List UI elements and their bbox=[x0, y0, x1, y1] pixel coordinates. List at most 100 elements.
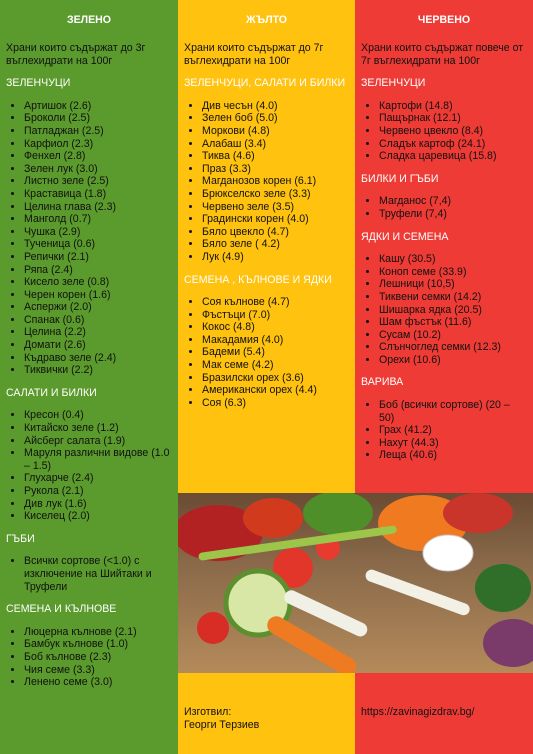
yellow-header: ЖЪЛТО bbox=[245, 14, 288, 26]
red-intro: Храни които съдържат повече от 7г въглех… bbox=[361, 42, 524, 67]
food-list: Кашу (30.5)Коноп семе (33.9)Лешници (10,… bbox=[361, 253, 527, 366]
yellow-sections: ЗЕЛЕНЧУЦИ, САЛАТИ И БИЛКИ Див чесън (4.0)… bbox=[184, 77, 349, 409]
list-item: Ряпа (2.4) bbox=[24, 264, 172, 277]
food-list: Магданос (7,4)Труфели (7,4) bbox=[361, 195, 527, 220]
section-title: СЕМЕНА И КЪЛНОВЕ bbox=[6, 603, 117, 616]
section-title: БИЛКИ И ГЪБИ bbox=[361, 172, 439, 185]
list-item: Броколи (2.5) bbox=[24, 112, 172, 125]
section-title: САЛАТИ И БИЛКИ bbox=[6, 386, 97, 399]
list-item: Алабаш (3.4) bbox=[202, 138, 349, 151]
yellow-intro: Храни които съдържат до 7г въглехидрати … bbox=[184, 42, 324, 67]
green-column: ЗЕЛЕНО Храни които съдържат до 3г въглех… bbox=[0, 0, 178, 754]
list-item: Пащърнак (12.1) bbox=[379, 112, 527, 125]
list-item: Соя (6.3) bbox=[202, 397, 349, 410]
list-item: Моркови (4.8) bbox=[202, 125, 349, 138]
green-intro: Храни които съдържат до 3г въглехидрати … bbox=[6, 42, 146, 67]
list-item: Кресон (0.4) bbox=[24, 409, 172, 422]
list-item: Сладка царевица (15.8) bbox=[379, 150, 527, 163]
list-item: Американски орех (4.4) bbox=[202, 384, 349, 397]
list-item: Бразилски орех (3.6) bbox=[202, 372, 349, 385]
list-item: Китайско зеле (1.2) bbox=[24, 422, 172, 435]
food-list: Кресон (0.4)Китайско зеле (1.2)Айсберг с… bbox=[6, 409, 172, 522]
green-sections: ЗЕЛЕНЧУЦИ Артишок (2.6)Броколи (2.5)Патла… bbox=[6, 77, 172, 689]
food-list: Люцерна кълнове (2.1)Бамбук кълнове (1.0… bbox=[6, 626, 172, 689]
red-header: ЧЕРВЕНО bbox=[417, 14, 471, 26]
food-list: Всички сортове (<1.0) с изключение на Ши… bbox=[6, 555, 172, 593]
list-item: Праз (3.3) bbox=[202, 163, 349, 176]
list-item: Бяло цвекло (4.7) bbox=[202, 226, 349, 239]
list-item: Краставица (1.8) bbox=[24, 188, 172, 201]
list-item: Бадеми (5.4) bbox=[202, 346, 349, 359]
green-header: ЗЕЛЕНО bbox=[66, 14, 112, 26]
list-item: Червено цвекло (8.4) bbox=[379, 125, 527, 138]
list-item: Слънчоглед семки (12.3) bbox=[379, 341, 527, 354]
section-title: ЯДКИ И СЕМЕНА bbox=[361, 230, 449, 243]
list-item: Зелен боб (5.0) bbox=[202, 112, 349, 125]
list-item: Чия семе (3.3) bbox=[24, 664, 172, 677]
vegetables-illustration bbox=[178, 493, 533, 673]
list-item: Магданозов корен (6.1) bbox=[202, 175, 349, 188]
list-item: Чушка (2.9) bbox=[24, 226, 172, 239]
list-item: Кисело зеле (0.8) bbox=[24, 276, 172, 289]
list-item: Зелен лук (3.0) bbox=[24, 163, 172, 176]
list-item: Фъстъци (7.0) bbox=[202, 309, 349, 322]
list-item: Картофи (14.8) bbox=[379, 100, 527, 113]
food-list: Боб (всички сортове) (20 – 50)Грах (41.2… bbox=[361, 399, 527, 462]
list-item: Кокос (4.8) bbox=[202, 321, 349, 334]
list-item: Див чесън (4.0) bbox=[202, 100, 349, 113]
list-item: Лешници (10,5) bbox=[379, 278, 527, 291]
list-item: Къдраво зеле (2.4) bbox=[24, 352, 172, 365]
list-item: Карфиол (2.3) bbox=[24, 138, 172, 151]
list-item: Лук (4.9) bbox=[202, 251, 349, 264]
list-item: Коноп семе (33.9) bbox=[379, 266, 527, 279]
list-item: Червено зеле (3.5) bbox=[202, 201, 349, 214]
list-item: Целина глава (2.3) bbox=[24, 201, 172, 214]
list-item: Манголд (0.7) bbox=[24, 213, 172, 226]
section-title: ЗЕЛЕНЧУЦИ, САЛАТИ И БИЛКИ bbox=[184, 77, 346, 90]
list-item: Боб кълнове (2.3) bbox=[24, 651, 172, 664]
section-title: СЕМЕНА , КЪЛНОВЕ И ЯДКИ bbox=[184, 273, 332, 286]
section-title: ЗЕЛЕНЧУЦИ bbox=[6, 77, 71, 90]
website-url[interactable]: https://zavinagizdrav.bg/ bbox=[361, 706, 475, 718]
list-item: Шам фъстък (11.6) bbox=[379, 316, 527, 329]
author-credit: Изготвил: Георги Терзиев bbox=[184, 706, 260, 731]
list-item: Тиквички (2.2) bbox=[24, 364, 172, 377]
list-item: Домати (2.6) bbox=[24, 339, 172, 352]
list-item: Всички сортове (<1.0) с изключение на Ши… bbox=[24, 555, 172, 593]
list-item: Целина (2.2) bbox=[24, 326, 172, 339]
section-title: ГЪБИ bbox=[6, 532, 35, 545]
list-item: Киселец (2.0) bbox=[24, 510, 172, 523]
list-item: Нахут (44.3) bbox=[379, 437, 527, 450]
list-item: Тиква (4.6) bbox=[202, 150, 349, 163]
list-item: Черен корен (1.6) bbox=[24, 289, 172, 302]
list-item: Артишок (2.6) bbox=[24, 100, 172, 113]
food-list: Артишок (2.6)Броколи (2.5)Патладжан (2.5… bbox=[6, 100, 172, 377]
list-item: Рукола (2.1) bbox=[24, 485, 172, 498]
list-item: Соя кълнове (4.7) bbox=[202, 296, 349, 309]
list-item: Люцерна кълнове (2.1) bbox=[24, 626, 172, 639]
list-item: Фенхел (2.8) bbox=[24, 150, 172, 163]
list-item: Мак семе (4.2) bbox=[202, 359, 349, 372]
list-item: Боб (всички сортове) (20 – 50) bbox=[379, 399, 527, 424]
list-item: Аспержи (2.0) bbox=[24, 301, 172, 314]
list-item: Леща (40.6) bbox=[379, 449, 527, 462]
list-item: Магданос (7,4) bbox=[379, 195, 527, 208]
section-title: ЗЕЛЕНЧУЦИ bbox=[361, 77, 426, 90]
list-item: Глухарче (2.4) bbox=[24, 472, 172, 485]
list-item: Грах (41.2) bbox=[379, 424, 527, 437]
list-item: Тиквени семки (14.2) bbox=[379, 291, 527, 304]
list-item: Айсберг салата (1.9) bbox=[24, 435, 172, 448]
list-item: Маруля различни видове (1.0 – 1.5) bbox=[24, 447, 172, 472]
list-item: Шишарка ядка (20.5) bbox=[379, 304, 527, 317]
red-sections: ЗЕЛЕНЧУЦИ Картофи (14.8)Пащърнак (12.1)Че… bbox=[361, 77, 527, 462]
food-list: Картофи (14.8)Пащърнак (12.1)Червено цве… bbox=[361, 100, 527, 163]
food-list: Див чесън (4.0)Зелен боб (5.0)Моркови (4… bbox=[184, 100, 349, 264]
list-item: Сусам (10.2) bbox=[379, 329, 527, 342]
list-item: Спанак (0.6) bbox=[24, 314, 172, 327]
section-title: ВАРИВА bbox=[361, 376, 404, 389]
list-item: Труфели (7,4) bbox=[379, 208, 527, 221]
list-item: Тученица (0.6) bbox=[24, 238, 172, 251]
vegetables-photo bbox=[178, 493, 533, 673]
list-item: Репички (2.1) bbox=[24, 251, 172, 264]
